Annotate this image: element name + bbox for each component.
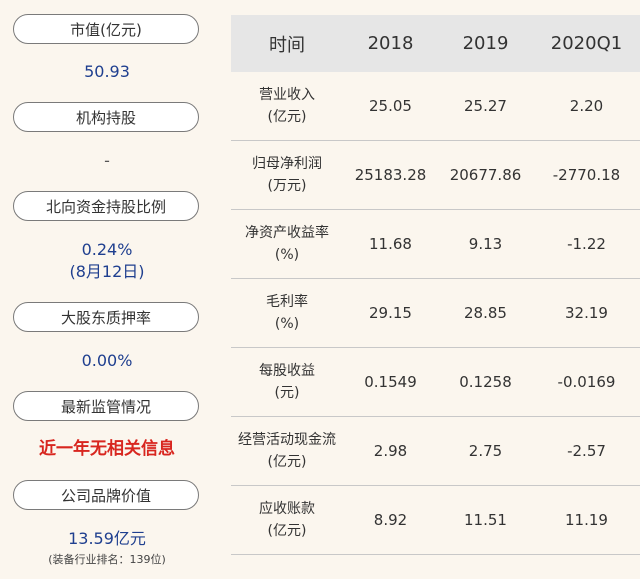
row-label-unit: (元) xyxy=(274,385,300,401)
table-cell: 9.13 xyxy=(468,235,503,253)
table-cell: 11.51 xyxy=(464,511,507,529)
row-label-name: 应收账款 xyxy=(259,501,315,517)
northbound-date: (8月12日) xyxy=(69,262,145,281)
table-row: 毛利率 (%) 29.15 28.85 32.19 xyxy=(231,279,640,348)
table-cell: 29.15 xyxy=(369,304,412,322)
row-label-unit: (亿元) xyxy=(267,109,307,125)
row-label-unit: (%) xyxy=(274,247,300,263)
row-label-name: 净资产收益率 xyxy=(245,225,329,241)
row-label: 经营活动现金流 (亿元) xyxy=(231,429,343,473)
row-label-unit: (%) xyxy=(274,316,300,332)
market-cap-value: 50.93 xyxy=(84,62,130,81)
row-label: 营业收入 (亿元) xyxy=(231,84,343,128)
financial-table: 时间 2018 2019 2020Q1 营业收入 (亿元) 25.05 25.2… xyxy=(231,15,640,555)
pledge-rate-value: 0.00% xyxy=(81,351,133,370)
northbound-value: 0.24% xyxy=(81,240,133,259)
row-label-name: 毛利率 xyxy=(266,294,308,310)
header-cell: 时间 xyxy=(269,34,305,56)
table-cell: 2.20 xyxy=(569,97,604,115)
institutional-holding-label: 机构持股 xyxy=(13,102,199,132)
row-label-unit: (亿元) xyxy=(267,454,307,470)
table-cell: 28.85 xyxy=(464,304,507,322)
header-cell: 2020Q1 xyxy=(550,33,623,54)
row-label-name: 归母净利润 xyxy=(252,156,322,172)
row-label-unit: (亿元) xyxy=(267,523,307,539)
institutional-holding-value: - xyxy=(104,151,110,170)
regulation-value: 近一年无相关信息 xyxy=(39,439,175,459)
table-cell: 25183.28 xyxy=(354,166,427,184)
row-label-name: 每股收益 xyxy=(259,363,315,379)
table-cell: 32.19 xyxy=(565,304,608,322)
row-label: 应收账款 (亿元) xyxy=(231,498,343,542)
table-cell: -1.22 xyxy=(567,235,606,253)
table-row: 净资产收益率 (%) 11.68 9.13 -1.22 xyxy=(231,210,640,279)
table-cell: 25.27 xyxy=(464,97,507,115)
table-row: 营业收入 (亿元) 25.05 25.27 2.20 xyxy=(231,72,640,141)
table-cell: -2.57 xyxy=(567,442,606,460)
table-row: 经营活动现金流 (亿元) 2.98 2.75 -2.57 xyxy=(231,417,640,486)
northbound-label: 北向资金持股比例 xyxy=(13,191,199,221)
pledge-rate-label: 大股东质押率 xyxy=(13,302,199,332)
table-cell: 25.05 xyxy=(369,97,412,115)
header-cell: 2019 xyxy=(462,33,509,54)
table-row: 归母净利润 (万元) 25183.28 20677.86 -2770.18 xyxy=(231,141,640,210)
table-cell: 11.19 xyxy=(565,511,608,529)
market-cap-label: 市值(亿元) xyxy=(13,14,199,44)
row-label-name: 营业收入 xyxy=(259,87,315,103)
row-label: 归母净利润 (万元) xyxy=(231,153,343,197)
row-label: 毛利率 (%) xyxy=(231,291,343,335)
table-cell: -0.0169 xyxy=(557,373,616,391)
table-cell: -2770.18 xyxy=(552,166,621,184)
table-cell: 2.98 xyxy=(373,442,408,460)
table-cell: 11.68 xyxy=(369,235,412,253)
table-row: 应收账款 (亿元) 8.92 11.51 11.19 xyxy=(231,486,640,555)
regulation-label: 最新监管情况 xyxy=(13,391,199,421)
left-panel: 市值(亿元) 50.93 机构持股 - 北向资金持股比例 0.24% (8月12… xyxy=(0,0,214,579)
row-label-unit: (万元) xyxy=(267,178,307,194)
table-cell: 20677.86 xyxy=(449,166,522,184)
header-cell: 2018 xyxy=(367,33,414,54)
table-header: 时间 2018 2019 2020Q1 xyxy=(231,15,640,72)
table-cell: 8.92 xyxy=(373,511,408,529)
table-row: 每股收益 (元) 0.1549 0.1258 -0.0169 xyxy=(231,348,640,417)
brand-rank-note: (装备行业排名：139位) xyxy=(48,553,166,566)
table-cell: 0.1258 xyxy=(459,373,512,391)
brand-value: 13.59亿元 xyxy=(68,529,146,548)
row-label-name: 经营活动现金流 xyxy=(238,432,336,448)
row-label: 每股收益 (元) xyxy=(231,360,343,404)
table-cell: 0.1549 xyxy=(364,373,417,391)
row-label: 净资产收益率 (%) xyxy=(231,222,343,266)
table-cell: 2.75 xyxy=(468,442,503,460)
brand-value-label: 公司品牌价值 xyxy=(13,480,199,510)
